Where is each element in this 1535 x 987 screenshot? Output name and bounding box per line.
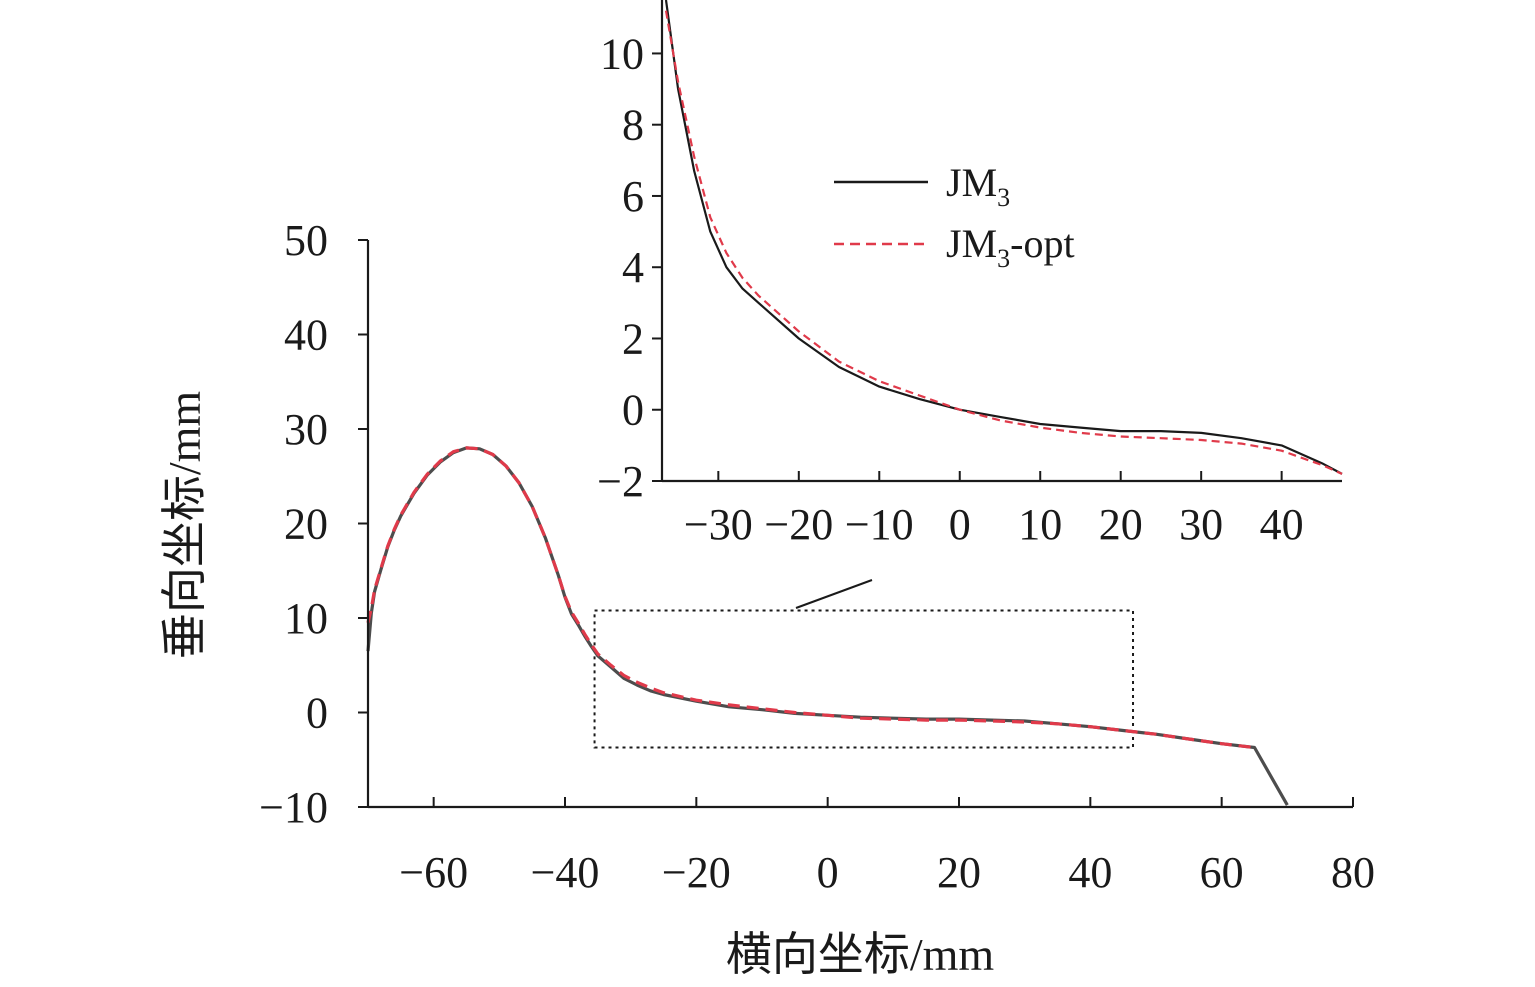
inset-axes (660, 0, 1342, 483)
legend: JM3 JM3-opt (834, 160, 1075, 273)
inset-series-group (664, 0, 1343, 475)
inset-x-tick-label: −10 (845, 500, 914, 549)
main-x-tick-label: 40 (1068, 848, 1112, 897)
main-x-tick-label: 80 (1331, 848, 1375, 897)
main-x-tick-label: −40 (531, 848, 600, 897)
legend-entry-jm3: JM3 (834, 160, 1010, 212)
main-x-ticks: −60 −40 −20 0 20 40 60 80 (399, 797, 1375, 897)
inset-x-ticks: −30 −20 −10 0 10 20 30 40 (684, 471, 1304, 549)
inset-y-tick-label: 0 (622, 386, 644, 435)
x-axis-title: 横向坐标/mm (726, 929, 995, 980)
legend-label-suffix: -opt (1010, 221, 1074, 266)
main-y-tick-label: 50 (284, 216, 328, 265)
inset-x-tick-label: −20 (764, 500, 833, 549)
inset-x-tick-label: 40 (1260, 500, 1304, 549)
legend-label-subscript: 3 (997, 183, 1010, 212)
main-series-jm3-opt-line (366, 446, 1255, 750)
main-x-tick-label: 0 (817, 848, 839, 897)
inset-x-tick-label: 20 (1099, 500, 1143, 549)
inset-y-ticks: −2 0 2 4 6 8 10 (597, 29, 662, 506)
main-x-tick-label: −60 (399, 848, 468, 897)
legend-label-subscript: 3 (997, 244, 1010, 273)
main-y-tick-label: 20 (284, 500, 328, 549)
zoom-region-box (593, 609, 1135, 749)
inset-x-tick-label: 0 (949, 500, 971, 549)
y-axis-title: 垂向坐标/mm (159, 391, 210, 660)
legend-label-jm3: JM3 (946, 160, 1010, 212)
inset-x-tick-label: 30 (1179, 500, 1223, 549)
main-x-tick-label: 60 (1200, 848, 1244, 897)
main-x-tick-label: −20 (662, 848, 731, 897)
main-y-tick-label: 10 (284, 594, 328, 643)
legend-label-base: JM (946, 221, 997, 266)
inset-y-tick-label: −2 (597, 457, 644, 506)
inset-y-tick-label: 4 (622, 243, 644, 292)
inset-x-tick-label: 10 (1018, 500, 1062, 549)
inset-x-tick-label: −30 (684, 500, 753, 549)
inset-y-tick-label: 2 (622, 314, 644, 363)
inset-y-tick-label: 10 (600, 29, 644, 78)
main-series-group (366, 446, 1289, 806)
legend-entry-jm3-opt: JM3-opt (834, 221, 1075, 273)
legend-label-jm3-opt: JM3-opt (946, 221, 1075, 273)
main-x-tick-label: 20 (937, 848, 981, 897)
zoom-leader-line (795, 579, 873, 609)
main-y-tick-label: 30 (284, 405, 328, 454)
zoom-region-rect (593, 609, 1135, 749)
main-y-tick-label: 0 (306, 689, 328, 738)
main-y-tick-label: −10 (259, 783, 328, 832)
inset-y-tick-label: 8 (622, 101, 644, 150)
inset-y-tick-label: 6 (622, 172, 644, 221)
legend-label-base: JM (946, 160, 997, 205)
main-y-ticks: −10 0 10 20 30 40 50 (259, 216, 368, 832)
main-y-tick-label: 40 (284, 311, 328, 360)
inset-series-jm3-line (664, 0, 1343, 475)
